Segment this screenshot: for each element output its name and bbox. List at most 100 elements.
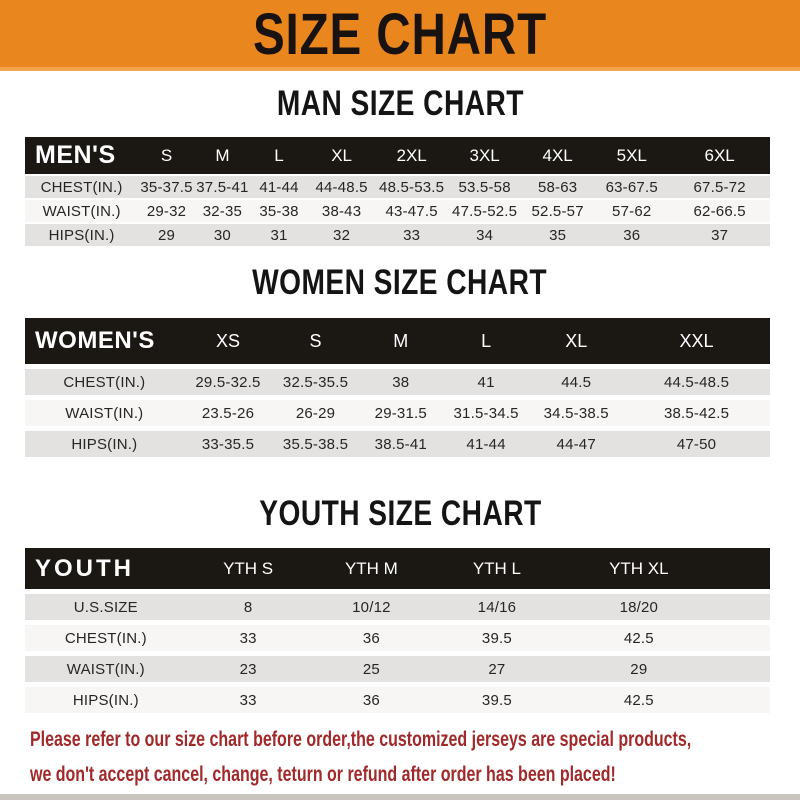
- table-cell: 26-29: [295, 404, 336, 422]
- table-cell: 48.5-53.5: [379, 178, 445, 196]
- row-label-cell: HIPS(IN.): [48, 226, 115, 244]
- row-label-cell: CHEST(IN.): [63, 373, 146, 391]
- table-cell: 35.5-38.5: [282, 435, 349, 453]
- table-cell: 47-50: [676, 435, 717, 453]
- size-header-cell: YTH S: [223, 558, 274, 578]
- men-size-section: MAN SIZE CHART MEN'S S M L XL 2XL 3XL 4X…: [0, 84, 800, 246]
- size-header-cell: L: [274, 145, 284, 165]
- size-header-cell: XXL: [679, 330, 714, 351]
- table-cell: 36: [362, 629, 380, 647]
- table-cell: 43-47.5: [385, 202, 438, 220]
- table-cell: 29-31.5: [374, 404, 427, 422]
- table-cell: 37: [711, 226, 729, 244]
- size-header-cell: XL: [331, 145, 352, 165]
- table-cell: 33: [239, 629, 257, 647]
- table-cell: 32: [333, 226, 351, 244]
- table-cell: 29: [157, 226, 176, 244]
- size-header-cell: 4XL: [542, 145, 573, 165]
- youth-size-chart-heading-text: YOUTH SIZE CHART: [258, 493, 542, 533]
- table-cell: 33: [239, 691, 257, 709]
- size-header-cell: YTH M: [344, 558, 398, 578]
- table-cell: 36: [623, 226, 641, 244]
- table-cell: 41-44: [466, 435, 506, 453]
- table-cell: 35-37.5: [140, 178, 193, 196]
- size-header-cell: YTH XL: [609, 558, 669, 578]
- page-title: SIZE CHART: [252, 0, 548, 67]
- table-row-women-hips: HIPS(IN.) 33-35.5 35.5-38.5 38.5-41 41-4…: [25, 431, 770, 457]
- table-cell: 30: [213, 226, 231, 244]
- youth-table-header-bar: YOUTH YTH S YTH M YTH L YTH XL: [25, 548, 770, 589]
- table-cell: 39.5: [481, 691, 512, 709]
- table-cell: 52.5-57: [531, 202, 584, 220]
- size-header-cell: YTH L: [472, 558, 522, 578]
- table-cell: 47.5-52.5: [452, 202, 518, 220]
- footer-note-line2: we don't accept cancel, change, teturn o…: [30, 762, 616, 787]
- size-header-cell: XL: [565, 330, 588, 351]
- man-size-chart-heading: MAN SIZE CHART: [0, 84, 800, 121]
- size-header-cell: 5XL: [616, 145, 647, 165]
- youth-table-label: YOUTH: [35, 554, 134, 582]
- table-cell: 38.5-41: [374, 435, 427, 453]
- table-row-men-waist: WAIST(IN.) 29-32 32-35 35-38 38-43 43-47…: [25, 200, 770, 222]
- women-size-table: WOMEN'S XS S M L XL XXL CHEST(IN.) 29.5-…: [25, 318, 770, 457]
- table-cell: 44.5: [561, 373, 592, 391]
- table-cell: 38-43: [321, 202, 362, 220]
- youth-size-chart-heading: YOUTH SIZE CHART: [0, 493, 800, 533]
- table-cell: 23: [239, 660, 257, 678]
- size-header-cell: L: [481, 330, 492, 351]
- youth-size-table: YOUTH YTH S YTH M YTH L YTH XL U.S.SIZE …: [25, 548, 770, 713]
- table-cell: 27: [488, 660, 506, 678]
- row-label-cell: CHEST(IN.): [64, 629, 147, 647]
- table-cell: 33-35.5: [201, 435, 255, 453]
- table-cell: 34: [476, 226, 494, 244]
- table-row-youth-chest: CHEST(IN.) 33 36 39.5 42.5: [25, 625, 770, 651]
- table-cell: 36: [362, 691, 380, 709]
- table-cell: 57-62: [612, 202, 652, 220]
- table-cell: 67.5-72: [693, 178, 746, 196]
- row-label-cell: HIPS(IN.): [71, 435, 138, 453]
- table-cell: 25: [362, 660, 380, 678]
- size-header-cell: 3XL: [469, 145, 500, 165]
- table-cell: 32.5-35.5: [282, 373, 349, 391]
- table-cell: 29-32: [146, 202, 187, 220]
- row-label-cell: U.S.SIZE: [73, 598, 138, 616]
- table-cell: 33: [403, 226, 421, 244]
- table-cell: 44-47: [556, 435, 596, 453]
- footer-note-line1: Please refer to our size chart before or…: [30, 727, 692, 752]
- table-cell: 31.5-34.5: [453, 404, 519, 422]
- table-cell: 44.5-48.5: [663, 373, 730, 391]
- size-chart-banner: SIZE CHART: [0, 0, 800, 71]
- youth-size-section: YOUTH SIZE CHART YOUTH YTH S YTH M YTH L…: [0, 493, 800, 713]
- table-cell: 53.5-58: [458, 178, 511, 196]
- table-cell: 31: [270, 226, 288, 244]
- women-size-chart-heading: WOMEN SIZE CHART: [0, 262, 800, 302]
- table-cell: 18/20: [619, 598, 659, 616]
- table-cell: 38: [392, 373, 410, 391]
- table-cell: 32-35: [202, 202, 243, 220]
- size-header-cell: 6XL: [704, 145, 735, 165]
- table-cell: 44-48.5: [315, 178, 368, 196]
- women-table-header-bar: WOMEN'S XS S M L XL XXL: [25, 318, 770, 364]
- row-label-cell: WAIST(IN.): [65, 404, 144, 422]
- table-cell: 42.5: [623, 629, 654, 647]
- table-row-men-hips: HIPS(IN.) 29 30 31 32 33 34 35 36 37: [25, 224, 770, 246]
- men-table-label: MEN'S: [35, 141, 116, 169]
- table-cell: 63-67.5: [605, 178, 658, 196]
- table-cell: 29: [630, 660, 648, 678]
- table-cell: 41-44: [259, 178, 299, 196]
- table-cell: 62-66.5: [693, 202, 746, 220]
- size-header-cell: S: [309, 330, 322, 351]
- table-row-women-chest: CHEST(IN.) 29.5-32.5 32.5-35.5 38 41 44.…: [25, 369, 770, 395]
- table-cell: 23.5-26: [201, 404, 255, 422]
- men-table-header-bar: MEN'S S M L XL 2XL 3XL 4XL 5XL 6XL: [25, 137, 770, 174]
- men-size-table: MEN'S S M L XL 2XL 3XL 4XL 5XL 6XL CHEST…: [25, 137, 770, 246]
- women-size-section: WOMEN SIZE CHART WOMEN'S XS S M L XL XXL…: [0, 262, 800, 457]
- table-cell: 8: [243, 598, 253, 616]
- size-header-cell: XS: [215, 330, 240, 351]
- table-row-women-waist: WAIST(IN.) 23.5-26 26-29 29-31.5 31.5-34…: [25, 400, 770, 426]
- table-cell: 34.5-38.5: [543, 404, 609, 422]
- size-header-cell: 2XL: [396, 145, 427, 165]
- table-cell: 29.5-32.5: [195, 373, 261, 391]
- women-table-label: WOMEN'S: [35, 327, 155, 354]
- row-label-cell: WAIST(IN.): [42, 202, 121, 220]
